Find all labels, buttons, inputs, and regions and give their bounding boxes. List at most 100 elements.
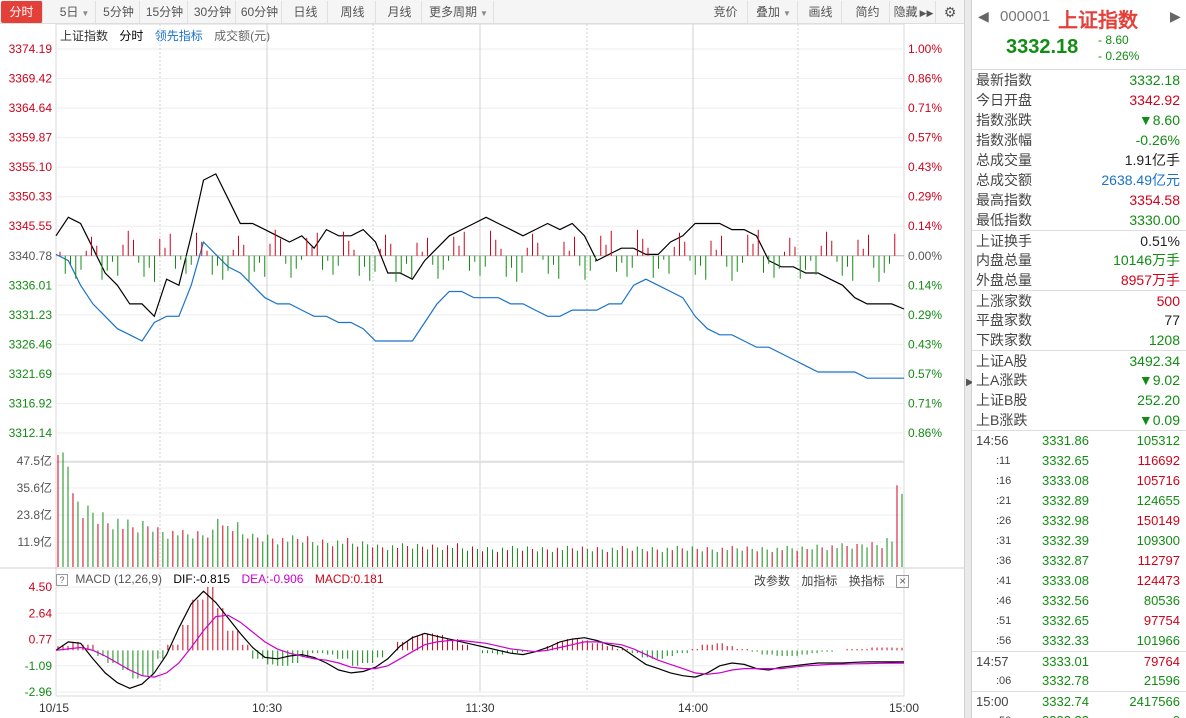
price-tick-label: 3345.55 [9,219,53,233]
tick-row: :50 3332.33 0 [972,711,1186,718]
time-label: 10:30 [252,701,282,715]
change-amount: - 8.60 [1098,33,1129,47]
tab-label: 分时 [9,5,34,19]
tab-label: 15分钟 [145,5,184,19]
stat-value: ▼9.02 [1138,372,1180,388]
tab-60min[interactable]: 60分钟 [238,1,282,23]
tick-volume: 2417566 [1129,694,1180,709]
current-price: 3332.18 [1006,36,1079,58]
tick-price: 3332.65 [1042,613,1089,628]
macd-actions: 改参数 加指标 换指标 × [754,572,917,589]
stock-name: 上证指数 [1058,10,1138,32]
close-icon[interactable]: × [896,575,910,588]
change-params-button[interactable]: 改参数 [754,574,791,588]
percent-tick-label: 0.14% [908,219,942,233]
tab-monthly[interactable]: 月线 [378,1,422,23]
tab-30min[interactable]: 30分钟 [190,1,236,23]
stat-label: 今日开盘 [976,92,1032,108]
switch-indicator-button[interactable]: 换指标 [848,574,885,588]
volume-tick-label: 11.9亿 [18,534,52,549]
tick-volume: 112797 [1137,553,1180,568]
overlay-button[interactable]: 叠加 ▼ [750,1,798,23]
chevron-down-icon: ▼ [783,9,791,18]
gear-icon: ⚙ [943,4,957,20]
tab-15min[interactable]: 15分钟 [142,1,188,23]
stat-value: ▼0.09 [1138,412,1180,428]
stat-row: 平盘家数 77 [972,310,1186,330]
price-tick-label: 3340.78 [9,249,53,263]
tick-row: :51 3332.65 97754 [972,611,1186,631]
stat-label: 下跌家数 [976,332,1032,348]
help-icon[interactable]: ? [56,574,68,586]
tick-row: :11 3332.65 116692 [972,451,1186,471]
price-tick-label: 3336.01 [9,278,53,292]
chart-area[interactable]: 上证指数 分时 领先指标 成交额(元) 3374.19 1.00% 3369.42 0… [0,24,964,718]
stat-label: 上证B股 [976,392,1028,408]
macd-dif: DIF:-0.815 [173,572,231,586]
stat-row: 最新指数 3332.18 [972,70,1186,90]
add-indicator-button[interactable]: 加指标 [801,574,838,588]
tick-volume: 105716 [1136,473,1180,488]
tick-price: 3331.86 [1042,433,1089,448]
stat-value: 0.51% [1140,233,1180,249]
tick-row: 14:56 3331.86 105312 [972,431,1186,451]
tab-daily[interactable]: 日线 [284,1,328,23]
price-change: - 8.60 - 0.26% [1098,32,1139,64]
price-tick-label: 3316.92 [9,396,53,410]
tab-label: 周线 [340,5,365,19]
tick-time: :41 [996,575,1012,587]
lead-indicator-line [55,240,904,379]
tick-row: :36 3332.87 112797 [972,551,1186,571]
stat-value: 1208 [1148,332,1180,348]
index-price-line [55,173,905,318]
panel-splitter[interactable]: ▶ [964,0,974,718]
stat-label: 上涨家数 [976,293,1032,309]
percent-tick-label: 0.71% [908,396,942,410]
simple-mode-button[interactable]: 简约 [846,1,890,23]
legend-lead-indicator[interactable]: 领先指标 [154,29,203,43]
stock-code: 000001 [1000,8,1051,25]
tick-row: :56 3332.33 101966 [972,631,1186,651]
tab-label: 5日 [59,5,79,19]
tab-5day[interactable]: 5日 ▼ [54,1,96,23]
tab-weekly[interactable]: 周线 [330,1,376,23]
percent-tick-label: 0.29% [908,308,942,322]
percent-tick-label: 0.57% [908,367,942,381]
next-stock-icon[interactable]: ▶ [1170,8,1181,24]
stat-label: 上证A股 [976,353,1028,369]
tick-price: 3332.33 [1042,633,1089,648]
tick-list[interactable]: 14:56 3331.86 105312:11 3332.65 116692:16 333… [972,430,1186,718]
auction-button[interactable]: 竞价 [704,1,748,23]
stat-value: -0.26% [1135,132,1180,148]
main-legend: 上证指数 分时 领先指标 成交额(元) [60,27,278,44]
price-tick-label: 3359.87 [9,131,53,145]
tick-row: :16 3333.08 105716 [972,471,1186,491]
stat-label: 内盘总量 [976,252,1032,268]
tick-volume: 109300 [1136,533,1180,548]
percent-tick-label: 0.57% [908,131,942,145]
button-label: 竞价 [713,5,738,19]
settings-button[interactable]: ⚙ [938,1,962,23]
tick-volume: 105312 [1136,433,1180,448]
tick-volume: 116692 [1137,453,1180,468]
percent-tick-label: 0.29% [908,190,942,204]
hide-button[interactable]: 隐藏 ▶▶ [892,1,936,23]
tab-5min[interactable]: 5分钟 [98,1,140,23]
tick-volume: 124655 [1136,493,1180,508]
tab-intraday[interactable]: 分时 [1,1,43,23]
tab-more-periods[interactable]: 更多周期 ▼ [424,1,494,23]
tick-volume: 150149 [1136,513,1180,528]
stat-value: 3332.18 [1129,72,1180,88]
tick-price: 3333.01 [1042,654,1089,669]
stat-label: 最低指数 [976,212,1032,228]
stat-row: 今日开盘 3342.92 [972,90,1186,110]
tick-row: :31 3332.39 109300 [972,531,1186,551]
tick-price: 3332.89 [1042,493,1089,508]
stat-label: 最新指数 [976,72,1032,88]
chevron-down-icon: ▼ [480,9,488,18]
tick-time: :50 [996,711,1011,718]
prev-stock-icon[interactable]: ◀ [978,8,989,24]
stat-row: 上B涨跌 ▼0.09 [972,410,1186,430]
draw-line-button[interactable]: 画线 [800,1,842,23]
